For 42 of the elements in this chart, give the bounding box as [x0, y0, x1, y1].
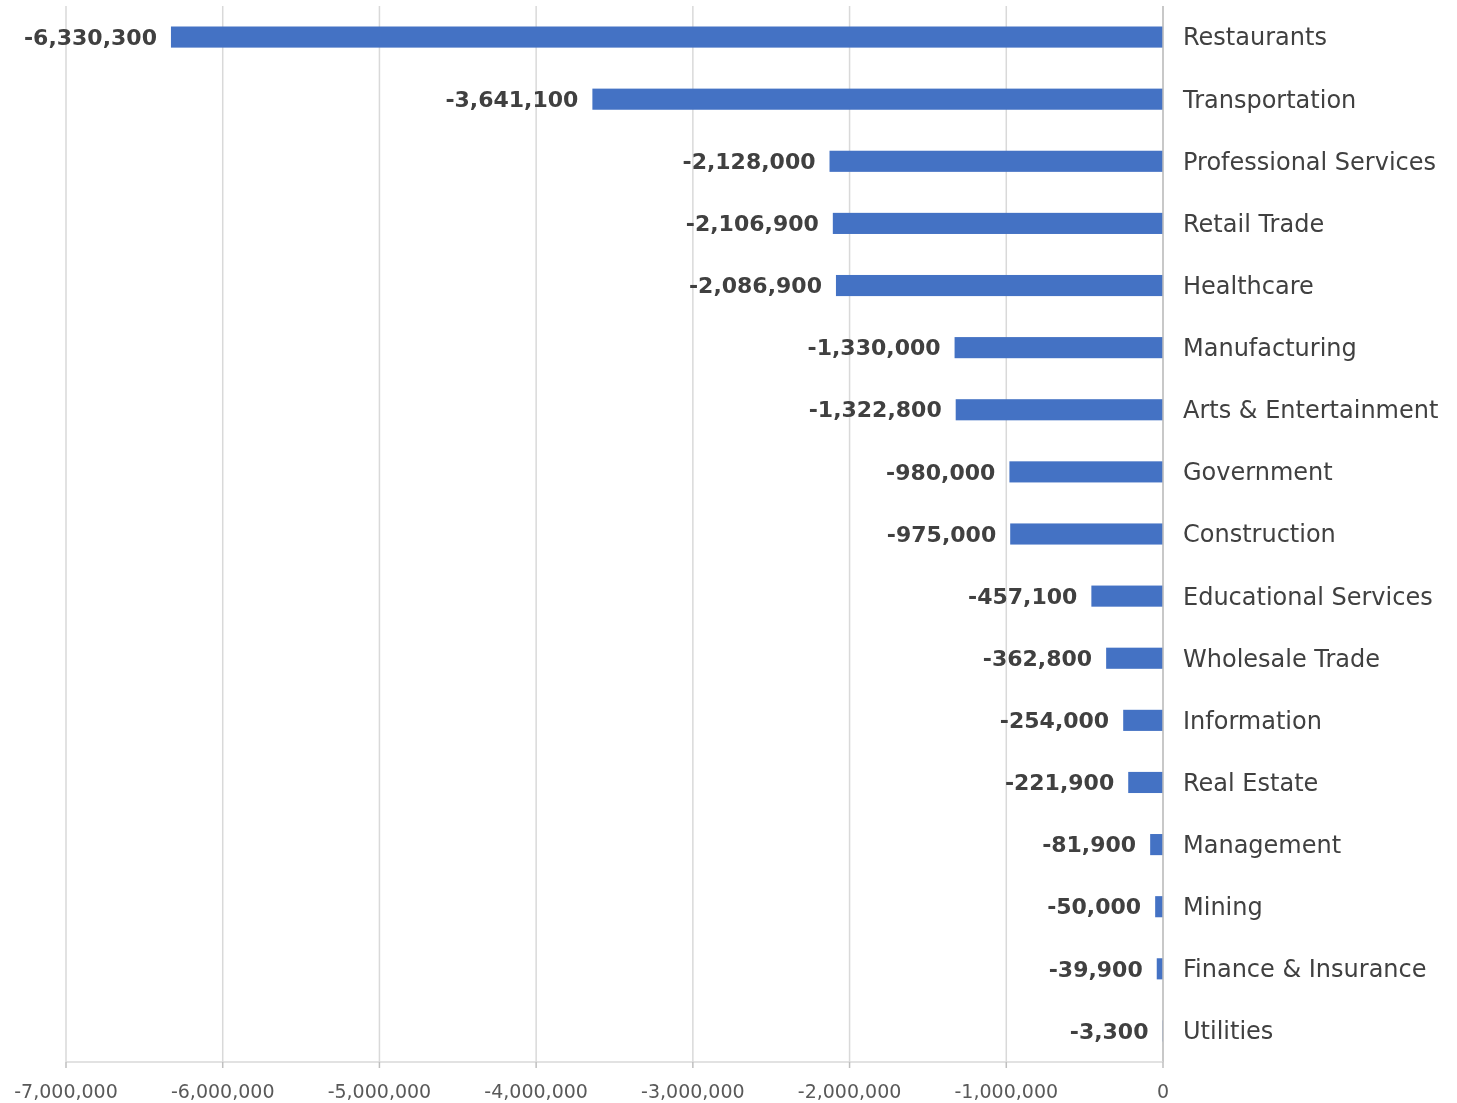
y-tick-label: Government — [1183, 458, 1333, 487]
x-tick-label: 0 — [1156, 1079, 1170, 1102]
y-tick-label: Healthcare — [1183, 271, 1314, 300]
x-tick-label: -5,000,000 — [327, 1079, 432, 1102]
y-tick-label: Utilities — [1183, 1017, 1274, 1046]
y-tick-label: Mining — [1183, 893, 1263, 922]
y-tick-label: Information — [1183, 706, 1322, 735]
y-tick-label: Restaurants — [1183, 23, 1327, 52]
x-tick-label: -2,000,000 — [797, 1079, 902, 1102]
data-label: -221,900 — [1004, 770, 1115, 796]
data-label: -81,900 — [1042, 832, 1137, 858]
x-tick-label: -7,000,000 — [14, 1079, 118, 1102]
y-tick-label: Arts & Entertainment — [1183, 396, 1439, 425]
data-label: -3,641,100 — [445, 86, 579, 112]
data-label: -2,086,900 — [688, 273, 822, 299]
data-label: -254,000 — [999, 708, 1110, 734]
y-tick-label: Educational Services — [1183, 582, 1433, 611]
data-label: -6,330,300 — [23, 24, 157, 50]
y-tick-label: Wholesale Trade — [1183, 644, 1381, 673]
data-label: -1,330,000 — [807, 335, 941, 361]
y-tick-label: Retail Trade — [1183, 209, 1325, 238]
x-tick-label: -1,000,000 — [954, 1079, 1059, 1102]
data-label: -457,100 — [968, 583, 1078, 609]
data-label: -975,000 — [886, 521, 997, 547]
x-tick-label: -6,000,000 — [170, 1079, 275, 1102]
data-label: -980,000 — [886, 459, 996, 485]
y-tick-label: Professional Services — [1183, 147, 1437, 176]
data-label: -362,800 — [982, 645, 1093, 671]
x-tick-label: -4,000,000 — [484, 1079, 588, 1102]
y-tick-label: Finance & Insurance — [1183, 955, 1427, 984]
data-label: -39,900 — [1048, 956, 1143, 982]
x-tick-label: -3,000,000 — [641, 1079, 745, 1102]
data-label: -2,106,900 — [685, 211, 819, 237]
data-label: -1,322,800 — [808, 397, 942, 423]
data-label: -3,300 — [1069, 1018, 1149, 1044]
data-label: -2,128,000 — [682, 148, 816, 174]
data-label: -50,000 — [1047, 894, 1142, 920]
y-tick-label: Management — [1183, 830, 1342, 859]
y-tick-label: Transportation — [1182, 85, 1357, 114]
y-tick-label: Construction — [1183, 520, 1336, 549]
y-tick-label: Real Estate — [1183, 768, 1319, 797]
y-tick-label: Manufacturing — [1183, 334, 1357, 363]
